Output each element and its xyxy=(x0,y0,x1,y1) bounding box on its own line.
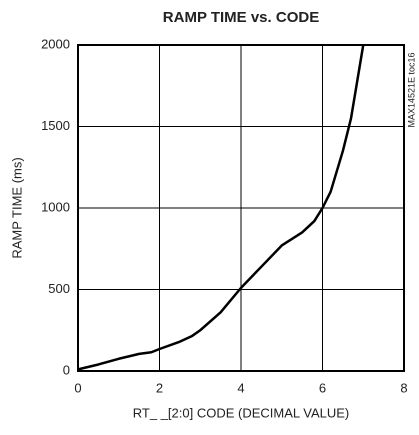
y-tick-label: 1500 xyxy=(41,118,70,133)
y-axis-label: RAMP TIME (ms) xyxy=(9,157,24,258)
x-tick-label: 8 xyxy=(400,380,407,395)
x-tick-label: 6 xyxy=(319,380,326,395)
y-tick-label: 1000 xyxy=(41,199,70,214)
x-tick-label: 2 xyxy=(156,380,163,395)
x-axis-label: RT_ _[2:0] CODE (DECIMAL VALUE) xyxy=(133,405,350,420)
data-line xyxy=(77,44,365,371)
annotation: MAX14521E toc16 xyxy=(406,52,416,127)
y-tick-label: 2000 xyxy=(41,36,70,51)
x-tick-label: 0 xyxy=(74,380,81,395)
y-tick-label: 0 xyxy=(63,362,70,377)
y-tick-label: 500 xyxy=(48,281,70,296)
chart-title: RAMP TIME vs. CODE xyxy=(163,9,319,26)
plot-frame xyxy=(77,44,405,372)
x-tick-label: 4 xyxy=(237,380,244,395)
